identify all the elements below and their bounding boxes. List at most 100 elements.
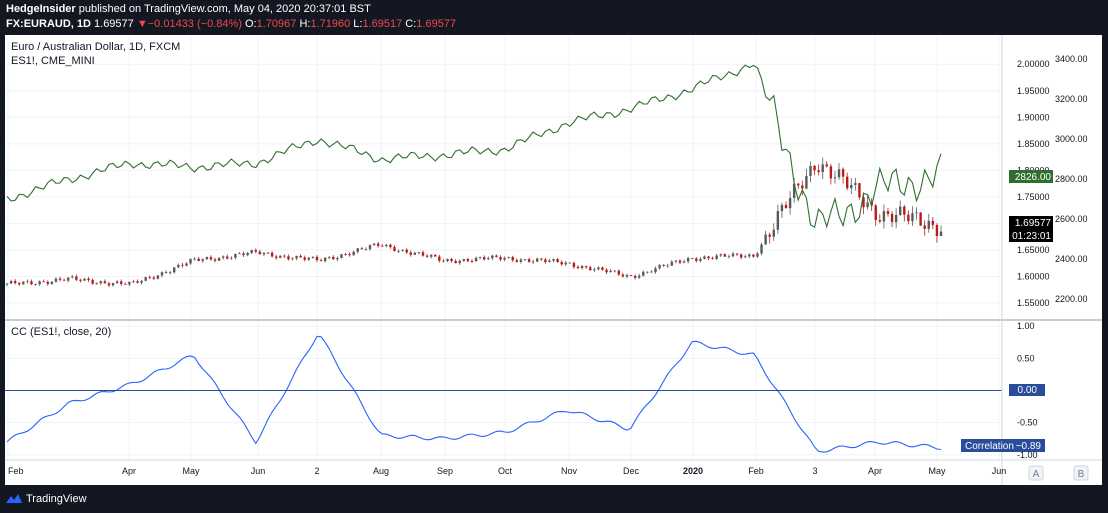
- cc-y-tick-label: -0.50: [1017, 418, 1038, 428]
- candle-body: [168, 272, 172, 273]
- candle-body: [866, 202, 869, 208]
- candle-body: [748, 254, 751, 257]
- candle-body: [531, 261, 535, 263]
- candle-body: [527, 259, 531, 263]
- x-tick-label: Feb: [748, 466, 764, 476]
- low-label: L:: [353, 18, 363, 30]
- eurusd-last-price-label: 1.69577: [1015, 218, 1052, 229]
- candle-body: [882, 211, 886, 222]
- tradingview-brand[interactable]: TradingView: [26, 493, 87, 505]
- candle-body: [674, 260, 678, 262]
- down-arrow-icon: ▼: [136, 18, 148, 30]
- candle-body: [128, 281, 131, 285]
- candle-body: [291, 258, 294, 260]
- candle-body: [817, 170, 820, 173]
- candle-body: [764, 234, 767, 245]
- candle-body: [678, 260, 682, 263]
- candle-body: [177, 264, 180, 268]
- candle-body: [262, 252, 266, 255]
- candle-body: [311, 256, 315, 258]
- correlation-line: [6, 335, 942, 453]
- candle-body: [136, 281, 139, 283]
- candle-body: [723, 254, 727, 257]
- candle-body: [185, 263, 188, 266]
- es1-y-tick-label: 3000.00: [1055, 134, 1088, 144]
- candle-body: [772, 229, 775, 237]
- candle-body: [862, 197, 865, 208]
- candle-body: [699, 258, 702, 261]
- candle-body: [156, 275, 160, 279]
- candle-body: [230, 257, 233, 259]
- countdown-label: 01:23:01: [1012, 231, 1051, 242]
- es1-legend: ES1!, CME_MINI: [11, 55, 95, 67]
- candle-body: [911, 213, 914, 222]
- candle-body: [22, 281, 25, 285]
- candle-body: [890, 213, 894, 223]
- chart-header: HedgeInsider published on TradingView.co…: [0, 0, 1108, 34]
- es1-y-tick-label: 2600.00: [1055, 214, 1088, 224]
- chart-svg[interactable]: Euro / Australian Dollar, 1D, FXCM ES1!,…: [5, 35, 1102, 485]
- candle-body: [319, 260, 323, 262]
- x-tick-label: Oct: [498, 466, 513, 476]
- candle-body: [46, 281, 49, 284]
- main-chart-title: Euro / Australian Dollar, 1D, FXCM: [11, 41, 180, 53]
- candle-body: [189, 258, 192, 264]
- candle-body: [556, 259, 559, 262]
- candle-body: [845, 176, 849, 189]
- candle-body: [491, 255, 494, 259]
- eurusd-y-tick-label: 1.60000: [1017, 272, 1050, 282]
- candle-body: [825, 164, 828, 167]
- close-label: C:: [405, 18, 417, 30]
- x-tick-label: Apr: [868, 466, 882, 476]
- candle-body: [670, 261, 674, 266]
- candle-body: [413, 252, 417, 255]
- candle-body: [421, 252, 425, 256]
- candle-body: [731, 253, 735, 257]
- candle-body: [356, 248, 359, 252]
- candle-body: [315, 256, 319, 261]
- candle-body: [495, 255, 498, 258]
- candle-body: [915, 212, 918, 214]
- candle-body: [752, 254, 755, 257]
- candle-body: [474, 257, 478, 262]
- eurusd-y-tick-label: 1.55000: [1017, 298, 1050, 308]
- es1-y-tick-label: 2400.00: [1055, 254, 1088, 264]
- auto-scale-button[interactable]: [1028, 465, 1044, 481]
- b-scale-button[interactable]: [1073, 465, 1089, 481]
- candle-body: [181, 264, 184, 266]
- x-tick-label: 2020: [683, 466, 703, 476]
- candle-body: [71, 276, 74, 278]
- candle-body: [813, 165, 816, 171]
- candle-body: [609, 270, 612, 273]
- candle-body: [393, 247, 396, 252]
- symbol-label[interactable]: FX:EURAUD, 1D: [6, 18, 91, 30]
- candle-body: [597, 267, 600, 270]
- candle-body: [58, 278, 62, 280]
- candle-body: [429, 254, 433, 257]
- candle-body: [368, 245, 372, 250]
- candle-body: [62, 279, 66, 281]
- x-tick-label: Feb: [8, 466, 24, 476]
- candle-body: [797, 183, 800, 186]
- cc-y-tick-label: 1.00: [1017, 321, 1035, 331]
- candle-body: [576, 266, 580, 269]
- candle-body: [140, 280, 143, 283]
- publish-line: HedgeInsider published on TradingView.co…: [6, 3, 371, 15]
- candle-body: [548, 260, 551, 263]
- tradingview-logo-icon[interactable]: [6, 492, 22, 506]
- close-value: 1.69577: [416, 18, 457, 30]
- correlation-legend-label: Correlation: [965, 441, 1014, 452]
- candle-body: [120, 281, 123, 284]
- candle-body: [695, 258, 698, 261]
- candle-body: [258, 251, 262, 255]
- candle-body: [54, 278, 58, 282]
- candle-body: [719, 254, 722, 256]
- countdown-badge: [1009, 229, 1053, 242]
- author-name[interactable]: HedgeInsider: [6, 3, 76, 15]
- candle-body: [629, 275, 633, 276]
- es1-y-tick-label: 2800.00: [1055, 174, 1088, 184]
- candle-body: [854, 183, 857, 185]
- chart-panel[interactable]: Euro / Australian Dollar, 1D, FXCM ES1!,…: [5, 35, 1102, 485]
- candle-body: [686, 258, 690, 262]
- candle-body: [821, 164, 824, 173]
